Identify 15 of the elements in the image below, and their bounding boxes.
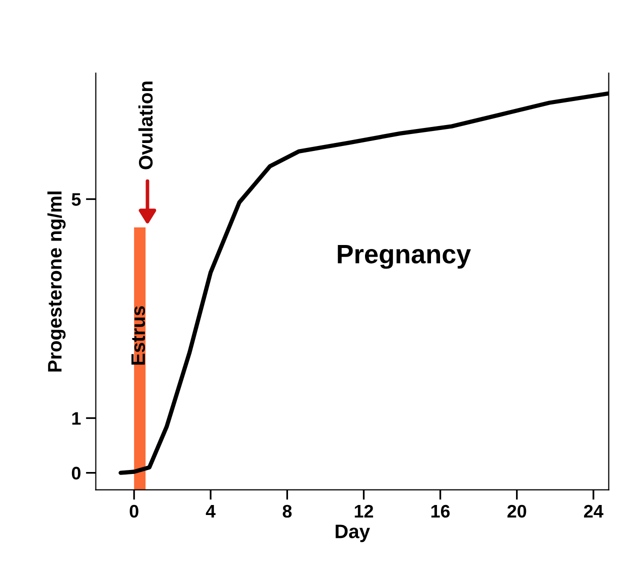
- x-tick-label: 8: [282, 504, 292, 518]
- x-tick-label: 20: [507, 504, 526, 518]
- y-tick-label: 5: [72, 193, 81, 206]
- x-axis-title: Day: [336, 524, 370, 542]
- x-tick-label: 0: [130, 504, 138, 518]
- annotation: Pregnancy: [338, 245, 471, 269]
- annotation: Ovulation: [138, 82, 153, 170]
- x-tick-label: 24: [584, 504, 604, 518]
- y-tick-label: 1: [72, 412, 81, 425]
- x-tick-label: 12: [354, 504, 374, 518]
- y-axis-title: Progesterone ng/ml: [47, 192, 66, 372]
- x-tick-label: 4: [206, 505, 216, 518]
- y-tick-label: 0: [72, 466, 80, 480]
- x-tick-label: 16: [431, 504, 450, 518]
- band-label: Estrus: [131, 306, 146, 365]
